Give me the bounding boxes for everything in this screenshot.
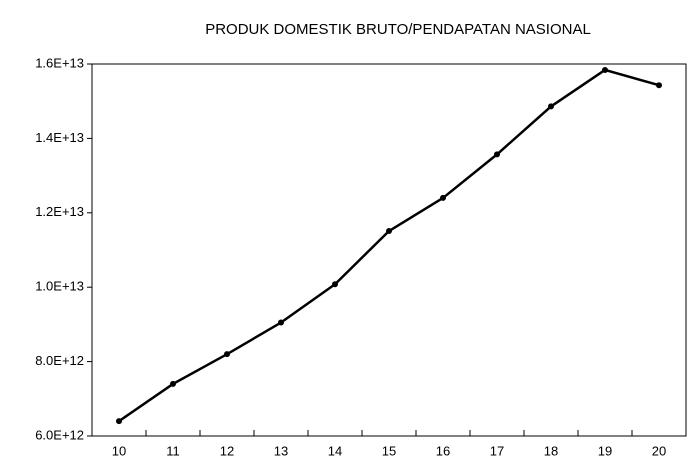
- x-tick-label: 11: [166, 443, 180, 458]
- y-tick-label: 8.0E+12: [35, 353, 84, 368]
- x-tick-label: 15: [382, 443, 396, 458]
- x-tick-label: 10: [112, 443, 126, 458]
- data-point: [332, 281, 338, 288]
- data-point: [494, 151, 500, 158]
- data-point: [116, 418, 122, 425]
- x-tick-label: 19: [598, 443, 612, 458]
- x-tick-label: 14: [328, 443, 342, 458]
- series-line: [118, 68, 660, 423]
- y-tick-label: 1.2E+13: [35, 204, 84, 219]
- data-point: [386, 228, 392, 235]
- x-tick-label: 20: [652, 443, 666, 458]
- chart-title: PRODUK DOMESTIK BRUTO/PENDAPATAN NASIONA…: [205, 21, 591, 38]
- x-tick-label: 16: [436, 443, 450, 458]
- data-point: [440, 194, 446, 201]
- y-tick-label: 1.6E+13: [35, 55, 84, 70]
- data-point: [602, 66, 608, 73]
- y-tick-label: 1.0E+13: [35, 279, 84, 294]
- data-point: [656, 82, 662, 89]
- y-tick-label: 1.4E+13: [35, 130, 84, 145]
- plot-frame: [91, 63, 687, 437]
- data-point: [548, 103, 554, 110]
- data-point: [278, 319, 284, 326]
- data-point: [224, 351, 230, 358]
- x-tick-label: 17: [490, 443, 504, 458]
- x-tick-label: 18: [544, 443, 558, 458]
- x-tick-label: 12: [220, 443, 234, 458]
- y-tick-label: 6.0E+12: [35, 427, 84, 442]
- data-point: [170, 380, 176, 387]
- x-tick-label: 13: [274, 443, 288, 458]
